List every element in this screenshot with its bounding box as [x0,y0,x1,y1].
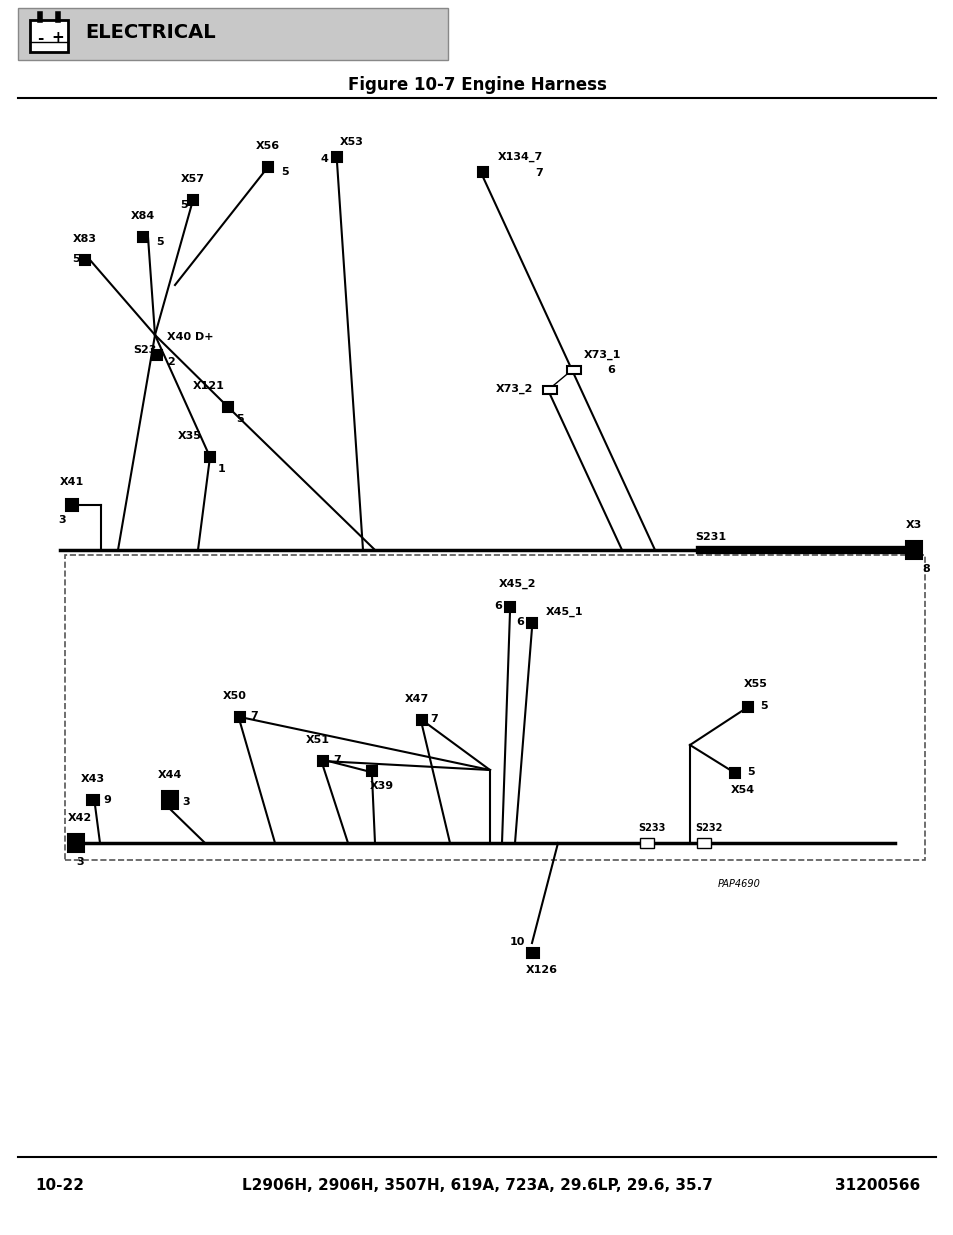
Text: 2: 2 [167,357,174,367]
Text: 7: 7 [250,711,257,721]
Bar [80,254,90,266]
Text: X54: X54 [730,785,754,795]
Bar [905,541,921,559]
Bar [234,713,245,722]
Text: X121: X121 [193,382,225,391]
Text: 5: 5 [180,200,188,210]
Bar [152,350,162,359]
Text: X41: X41 [60,477,84,487]
Text: X50: X50 [223,692,247,701]
Text: PAP4690: PAP4690 [718,879,760,889]
Text: 6: 6 [494,601,501,611]
Text: 10-22: 10-22 [35,1177,84,1193]
Text: 3: 3 [58,515,66,525]
Bar [639,839,654,848]
Bar [477,167,488,177]
Bar [542,387,557,394]
Bar [526,618,537,629]
Text: Figure 10-7 Engine Harness: Figure 10-7 Engine Harness [347,77,606,94]
Text: 5: 5 [156,237,164,247]
Text: S231: S231 [695,532,725,542]
Text: 5: 5 [71,254,79,264]
Text: X53: X53 [339,137,363,147]
Bar [504,601,515,613]
Text: 6: 6 [606,366,615,375]
Bar [188,195,198,205]
Bar [317,756,328,766]
Text: 5: 5 [281,167,289,177]
Text: 3: 3 [76,857,84,867]
Text: X43: X43 [81,774,105,784]
Text: 1: 1 [218,464,226,474]
Text: X45_1: X45_1 [545,606,583,618]
Text: 8: 8 [922,564,929,574]
Text: X55: X55 [743,679,767,689]
Bar [87,795,99,805]
Text: X51: X51 [306,735,330,745]
Text: X73_2: X73_2 [496,384,533,394]
Bar [65,555,924,860]
Text: X44: X44 [157,769,182,781]
Bar [526,948,538,958]
Text: X3: X3 [905,520,922,530]
Text: -: - [37,31,43,46]
Text: 5: 5 [760,701,767,711]
Bar [332,152,341,162]
Text: 9: 9 [103,795,111,805]
Bar [18,7,448,61]
Text: X40 D+: X40 D+ [167,332,213,342]
Text: X42: X42 [68,813,92,823]
Text: 7: 7 [430,714,437,724]
Text: S233: S233 [638,823,664,832]
Text: 4: 4 [320,154,329,164]
Text: 7: 7 [535,168,542,178]
Text: X35: X35 [178,431,202,441]
Text: X47: X47 [404,694,429,704]
Text: 31200566: 31200566 [834,1177,919,1193]
Bar [263,162,273,172]
Bar [416,715,427,725]
Bar [223,403,233,412]
Bar [729,768,740,778]
Text: X84: X84 [131,211,155,221]
Bar [30,20,68,52]
Bar [566,366,580,374]
Text: L2906H, 2906H, 3507H, 619A, 723A, 29.6LP, 29.6, 35.7: L2906H, 2906H, 3507H, 619A, 723A, 29.6LP… [241,1177,712,1193]
Bar [697,839,710,848]
Bar [742,701,752,713]
Text: S232: S232 [695,823,721,832]
Text: X134_7: X134_7 [497,152,542,162]
Text: 6: 6 [516,618,523,627]
Text: ELECTRICAL: ELECTRICAL [85,23,215,42]
Bar [138,232,148,242]
Bar [367,766,376,776]
Text: X83: X83 [73,233,97,245]
Text: 10: 10 [510,937,525,947]
Text: X126: X126 [525,965,558,974]
Bar [205,452,214,462]
Text: 3: 3 [182,797,190,806]
Text: X56: X56 [255,141,280,151]
Text: X45_2: X45_2 [498,579,537,589]
Text: X39: X39 [370,781,394,790]
Text: S23: S23 [132,345,156,354]
Text: X57: X57 [181,174,205,184]
Text: 5: 5 [746,767,754,777]
Bar [66,499,78,511]
Text: 7: 7 [333,755,340,764]
Text: +: + [51,31,64,46]
Text: 5: 5 [235,414,243,424]
Text: X73_1: X73_1 [583,350,620,361]
Bar [162,790,178,809]
Bar [68,834,84,852]
